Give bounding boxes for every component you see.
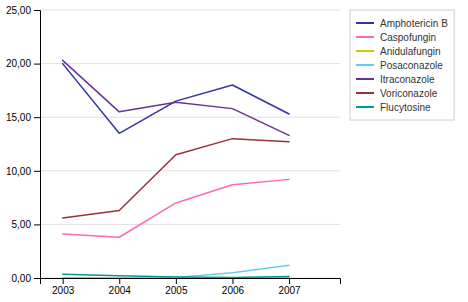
grid-line	[40, 224, 340, 225]
legend-label: Voriconazole	[380, 88, 438, 99]
tick-mark	[34, 10, 40, 11]
chart: 0,00 5,00 10,00 15,00 20,00 25,00 2003 2004 2005…	[0, 0, 468, 302]
legend-label: Itraconazole	[380, 74, 435, 85]
tick: 5,00	[12, 219, 40, 230]
tick: 2007	[278, 278, 301, 296]
tick: 2005	[165, 278, 188, 296]
series-line	[63, 64, 289, 134]
grid-line	[40, 63, 340, 64]
y-axis: 0,00 5,00 10,00 15,00 20,00 25,00	[6, 5, 41, 284]
tick-mark	[34, 117, 40, 118]
legend-item: Anidulafungin	[356, 46, 441, 57]
legend-item: Caspofungin	[356, 32, 436, 43]
tick-label: 10,00	[6, 166, 31, 177]
tick-label: 20,00	[6, 58, 31, 69]
tick-mark	[34, 224, 40, 225]
tick-label: 2004	[109, 285, 132, 296]
legend-item: Posaconazole	[356, 60, 443, 71]
tick: 25,00	[6, 5, 40, 16]
tick-label: 25,00	[6, 5, 31, 16]
tick: 2006	[222, 278, 245, 296]
tick-label: 2005	[165, 285, 188, 296]
axis-line	[41, 279, 341, 285]
grid	[40, 10, 340, 278]
axis-line	[34, 11, 41, 279]
legend-item: Amphotericin B	[356, 18, 448, 29]
tick: 15,00	[6, 112, 40, 123]
tick-label: 0,00	[12, 273, 32, 284]
legend-swatch	[356, 78, 374, 80]
series-line	[63, 139, 289, 218]
tick-mark	[63, 278, 64, 284]
tick-mark	[34, 64, 40, 65]
legend-label: Posaconazole	[380, 60, 443, 71]
marks	[63, 60, 289, 278]
legend-swatch	[356, 36, 374, 38]
tick-label: 2003	[52, 285, 75, 296]
series-line	[63, 179, 289, 237]
legend-item: Voriconazole	[356, 88, 438, 99]
legend-swatch	[356, 64, 374, 66]
tick-mark	[289, 278, 290, 284]
legend-label: Caspofungin	[380, 32, 436, 43]
legend-swatch	[356, 92, 374, 94]
x-axis: 2003 2004 2005 2006 2007	[41, 278, 341, 296]
tick-mark	[119, 278, 120, 284]
legend: Amphotericin B Caspofungin Anidulafungin Po…	[350, 10, 454, 120]
grid-line	[40, 117, 340, 118]
grid-line	[40, 10, 340, 11]
legend-swatch	[356, 22, 374, 24]
tick-mark	[176, 278, 177, 284]
tick: 10,00	[6, 166, 40, 177]
plot: 0,00 5,00 10,00 15,00 20,00 25,00 2003 2004 2005…	[6, 5, 341, 296]
legend-label: Anidulafungin	[380, 46, 441, 57]
series-line	[63, 274, 289, 277]
legend-item: Flucytosine	[356, 102, 431, 113]
legend-label: Flucytosine	[380, 102, 431, 113]
legend-swatch	[356, 50, 374, 52]
legend-frame	[350, 10, 454, 120]
tick: 2004	[109, 278, 132, 296]
tick: 2003	[52, 278, 75, 296]
legend-item: Itraconazole	[356, 74, 435, 85]
legend-swatch	[356, 106, 374, 108]
tick-label: 15,00	[6, 112, 31, 123]
series-line	[63, 265, 289, 278]
tick: 20,00	[6, 58, 40, 69]
tick-mark	[34, 278, 40, 279]
tick-label: 2007	[278, 285, 301, 296]
grid-line	[40, 170, 340, 171]
series-line	[63, 60, 289, 135]
tick-mark	[34, 171, 40, 172]
tick-mark	[232, 278, 233, 284]
tick-label: 2006	[222, 285, 245, 296]
tick: 0,00	[12, 273, 40, 284]
tick-label: 5,00	[12, 219, 32, 230]
legend-label: Amphotericin B	[380, 18, 448, 29]
